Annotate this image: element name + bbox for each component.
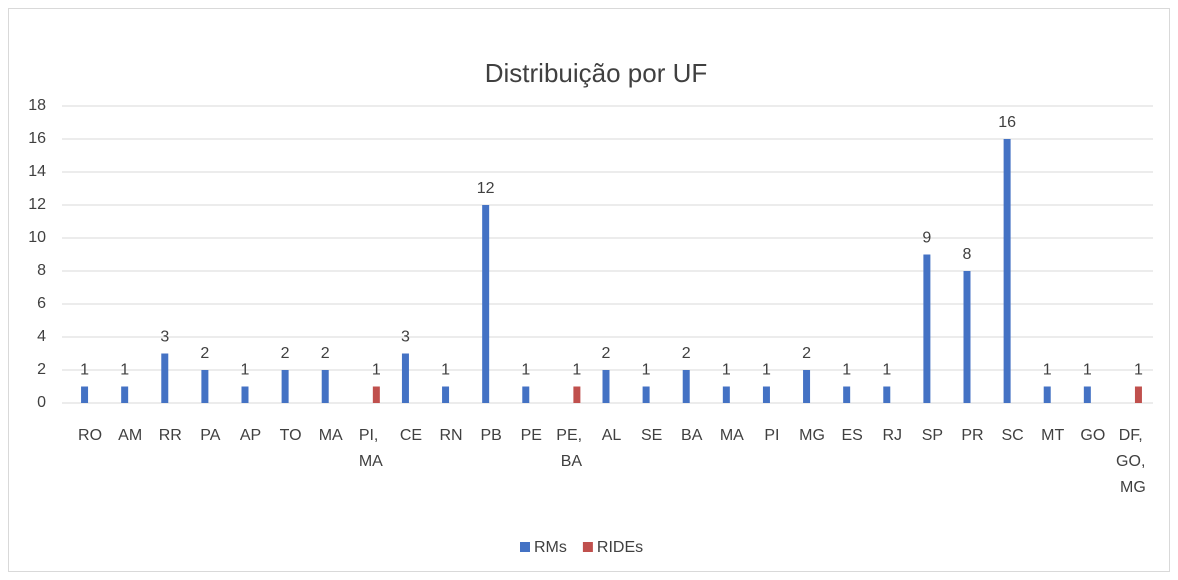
y-tick-label: 0: [37, 394, 46, 411]
data-label: 2: [682, 345, 691, 362]
y-tick-label: 10: [28, 229, 46, 246]
data-label: 1: [722, 362, 731, 379]
x-tick-label: AL: [602, 427, 622, 444]
data-label: 1: [642, 362, 651, 379]
x-tick-label: GO: [1080, 427, 1105, 444]
x-tick-label: MT: [1041, 427, 1064, 444]
bar: [602, 370, 610, 403]
data-label: 2: [602, 345, 611, 362]
data-label: 16: [998, 114, 1016, 131]
bar: [923, 254, 931, 403]
data-label: 2: [200, 345, 209, 362]
bar: [281, 370, 289, 403]
data-label: 1: [1043, 362, 1052, 379]
x-tick-label: PA: [200, 427, 220, 444]
legend-swatch: [520, 542, 530, 552]
bar: [1134, 386, 1142, 403]
data-label: 9: [922, 230, 931, 247]
bar: [522, 386, 530, 403]
bar: [803, 370, 811, 403]
bar: [1003, 139, 1011, 403]
data-label: 3: [401, 329, 410, 346]
y-tick-label: 4: [37, 328, 46, 345]
data-label: 3: [160, 329, 169, 346]
y-tick-label: 14: [28, 163, 46, 180]
x-tick-label: PI: [764, 427, 779, 444]
x-tick-label: PR: [961, 427, 983, 444]
chart-border: [8, 8, 1170, 572]
x-tick-label: RJ: [882, 427, 902, 444]
data-label: 1: [1134, 362, 1143, 379]
bar: [573, 386, 581, 403]
bar: [321, 370, 329, 403]
legend-label: RMs: [534, 539, 567, 556]
y-tick-label: 16: [28, 130, 46, 147]
data-label: 1: [372, 362, 381, 379]
x-tick-label: PB: [480, 427, 501, 444]
x-tick-label: PI, MA: [359, 427, 383, 470]
data-label: 1: [1083, 362, 1092, 379]
bar: [482, 205, 490, 403]
bar: [442, 386, 450, 403]
bar: [682, 370, 690, 403]
data-label: 2: [321, 345, 330, 362]
x-tick-label: RN: [440, 427, 463, 444]
x-tick-label: AM: [118, 427, 142, 444]
data-label: 2: [281, 345, 290, 362]
y-tick-label: 18: [28, 97, 46, 114]
data-label: 1: [441, 362, 450, 379]
bar: [372, 386, 380, 403]
y-tick-label: 2: [37, 361, 46, 378]
data-label: 1: [521, 362, 530, 379]
x-tick-label: AP: [240, 427, 261, 444]
bar: [762, 386, 770, 403]
x-tick-label: SP: [922, 427, 943, 444]
data-label: 8: [963, 246, 972, 263]
bar: [722, 386, 730, 403]
legend-swatch: [582, 542, 593, 552]
bar: [121, 386, 129, 403]
x-tick-label: MA: [319, 427, 343, 444]
bar: [401, 353, 409, 403]
data-label: 1: [120, 362, 129, 379]
data-label: 2: [802, 345, 811, 362]
bar: [201, 370, 209, 403]
x-tick-label: RR: [159, 427, 182, 444]
x-tick-label: DF, GO, MG: [1116, 427, 1150, 496]
bar: [642, 386, 650, 403]
x-tick-label: SE: [641, 427, 662, 444]
x-tick-label: CE: [400, 427, 422, 444]
data-label: 1: [882, 362, 891, 379]
chart-title: Distribuição por UF: [485, 58, 708, 88]
y-tick-label: 8: [37, 262, 46, 279]
x-tick-label: SC: [1001, 427, 1023, 444]
y-tick-label: 6: [37, 295, 46, 312]
bar: [1083, 386, 1091, 403]
data-label: 1: [762, 362, 771, 379]
bar: [843, 386, 851, 403]
data-label: 12: [477, 180, 495, 197]
x-tick-label: ES: [841, 427, 862, 444]
x-tick-label: MG: [799, 427, 825, 444]
x-tick-label: PE: [521, 427, 542, 444]
bar: [883, 386, 891, 403]
bar: [1043, 386, 1051, 403]
bar: [81, 386, 89, 403]
data-label: 1: [842, 362, 851, 379]
y-tick-label: 12: [28, 196, 46, 213]
x-tick-label: PE, BA: [556, 427, 586, 470]
data-label: 1: [80, 362, 89, 379]
x-tick-label: BA: [681, 427, 703, 444]
x-tick-label: RO: [78, 427, 102, 444]
data-label: 1: [572, 362, 581, 379]
x-tick-label: TO: [280, 427, 302, 444]
bar: [963, 271, 971, 403]
x-tick-label: MA: [720, 427, 744, 444]
bar: [161, 353, 169, 403]
legend-label: RIDEs: [597, 539, 643, 556]
bar: [241, 386, 249, 403]
data-label: 1: [241, 362, 250, 379]
